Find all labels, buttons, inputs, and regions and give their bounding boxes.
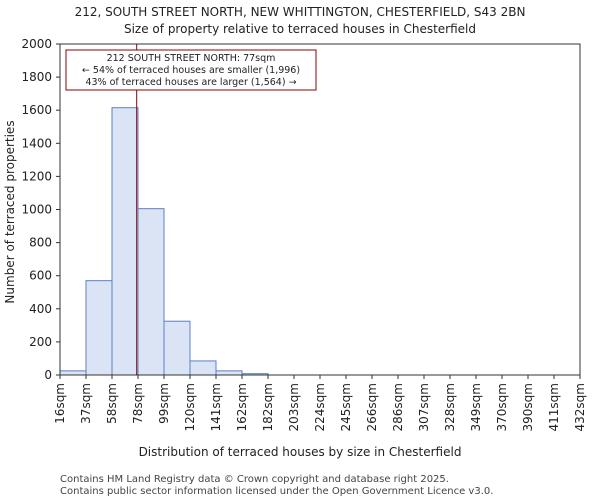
x-tick-label: 78sqm [131, 383, 145, 424]
x-tick-label: 224sqm [313, 383, 327, 431]
x-tick-label: 349sqm [469, 383, 483, 431]
x-tick-label: 162sqm [235, 383, 249, 431]
chart-title: 212, SOUTH STREET NORTH, NEW WHITTINGTON… [75, 5, 526, 19]
x-tick-label: 411sqm [547, 383, 561, 431]
y-axis-label: Number of terraced properties [3, 120, 17, 303]
y-tick-label: 200 [29, 335, 52, 349]
y-tick-label: 1600 [21, 103, 52, 117]
y-tick-label: 1200 [21, 169, 52, 183]
y-tick-label: 1000 [21, 203, 52, 217]
x-tick-label: 390sqm [521, 383, 535, 431]
histogram-bar [59, 370, 87, 376]
histogram-bar [215, 370, 243, 376]
x-tick-label: 245sqm [339, 383, 353, 431]
annotation-frame [65, 49, 317, 91]
x-tick-label: 182sqm [261, 383, 275, 431]
x-tick-label: 266sqm [365, 383, 379, 431]
histogram-bar [85, 280, 113, 376]
histogram-bar [111, 107, 139, 376]
x-tick-label: 16sqm [53, 383, 67, 424]
x-tick-label: 58sqm [105, 383, 119, 424]
x-tick-label: 307sqm [417, 383, 431, 431]
y-tick-label: 1800 [21, 70, 52, 84]
x-tick-label: 120sqm [183, 383, 197, 431]
annotation-line-1: 212 SOUTH STREET NORTH: 77sqm [107, 53, 276, 64]
x-axis-label: Distribution of terraced houses by size … [139, 445, 462, 459]
histogram-bar [189, 360, 217, 376]
x-tick-label: 432sqm [573, 383, 587, 431]
x-tick-label: 328sqm [443, 383, 457, 431]
footer-line-2: Contains public sector information licen… [60, 486, 493, 497]
y-tick-label: 1400 [21, 136, 52, 150]
annotation-line-3: 43% of terraced houses are larger (1,564… [85, 77, 296, 88]
bars-group [59, 107, 269, 376]
y-tick-label: 400 [29, 302, 52, 316]
footer-line-1: Contains HM Land Registry data © Crown c… [60, 474, 449, 485]
histogram-bar [163, 320, 191, 376]
x-tick-label: 286sqm [391, 383, 405, 431]
x-tick-label: 37sqm [79, 383, 93, 424]
annotation-box: 212 SOUTH STREET NORTH: 77sqm ← 54% of t… [65, 49, 317, 91]
y-tick-label: 600 [29, 269, 52, 283]
histogram-bar [137, 208, 165, 376]
y-tick-label: 800 [29, 236, 52, 250]
x-axis-ticks: 16sqm 37sqm 58sqm 78sqm 99sqm 120sqm 141sqm 162… [53, 375, 587, 431]
y-tick-label: 0 [44, 368, 52, 382]
y-axis-ticks: 0 200 400 600 800 1000 1200 1400 1600 1800 2000 [21, 37, 60, 382]
x-tick-label: 141sqm [209, 383, 223, 431]
x-tick-label: 203sqm [287, 383, 301, 431]
y-tick-label: 2000 [21, 37, 52, 51]
x-tick-label: 370sqm [495, 383, 509, 431]
x-tick-label: 99sqm [157, 383, 171, 424]
plot-frame [59, 43, 581, 376]
annotation-line-2: ← 54% of terraced houses are smaller (1,… [82, 65, 300, 76]
chart-subtitle: Size of property relative to terraced ho… [124, 22, 476, 36]
